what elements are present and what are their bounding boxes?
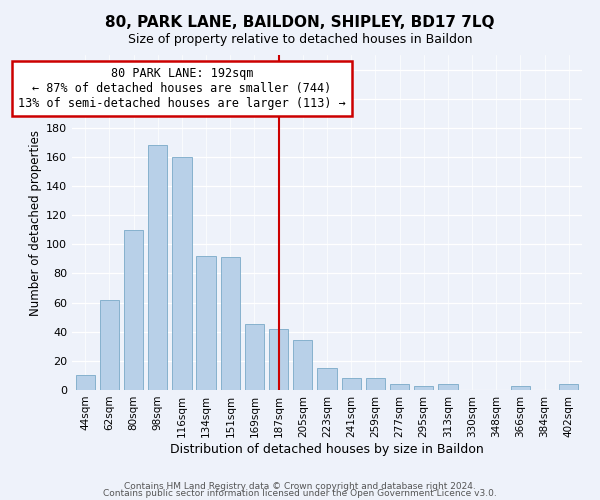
Bar — [293, 340, 313, 390]
Bar — [559, 384, 578, 390]
Bar — [196, 256, 216, 390]
Bar — [221, 258, 240, 390]
Text: Contains public sector information licensed under the Open Government Licence v3: Contains public sector information licen… — [103, 490, 497, 498]
Bar — [414, 386, 433, 390]
Y-axis label: Number of detached properties: Number of detached properties — [29, 130, 42, 316]
Bar — [511, 386, 530, 390]
Bar — [172, 157, 191, 390]
Text: Contains HM Land Registry data © Crown copyright and database right 2024.: Contains HM Land Registry data © Crown c… — [124, 482, 476, 491]
Bar — [148, 146, 167, 390]
Bar — [438, 384, 458, 390]
Text: Size of property relative to detached houses in Baildon: Size of property relative to detached ho… — [128, 32, 472, 46]
Text: 80 PARK LANE: 192sqm
← 87% of detached houses are smaller (744)
13% of semi-deta: 80 PARK LANE: 192sqm ← 87% of detached h… — [18, 66, 346, 110]
Bar — [390, 384, 409, 390]
Bar — [124, 230, 143, 390]
Bar — [269, 329, 289, 390]
Bar — [100, 300, 119, 390]
Bar — [245, 324, 264, 390]
Bar — [365, 378, 385, 390]
Text: 80, PARK LANE, BAILDON, SHIPLEY, BD17 7LQ: 80, PARK LANE, BAILDON, SHIPLEY, BD17 7L… — [105, 15, 495, 30]
Bar — [341, 378, 361, 390]
Bar — [317, 368, 337, 390]
X-axis label: Distribution of detached houses by size in Baildon: Distribution of detached houses by size … — [170, 442, 484, 456]
Bar — [76, 376, 95, 390]
